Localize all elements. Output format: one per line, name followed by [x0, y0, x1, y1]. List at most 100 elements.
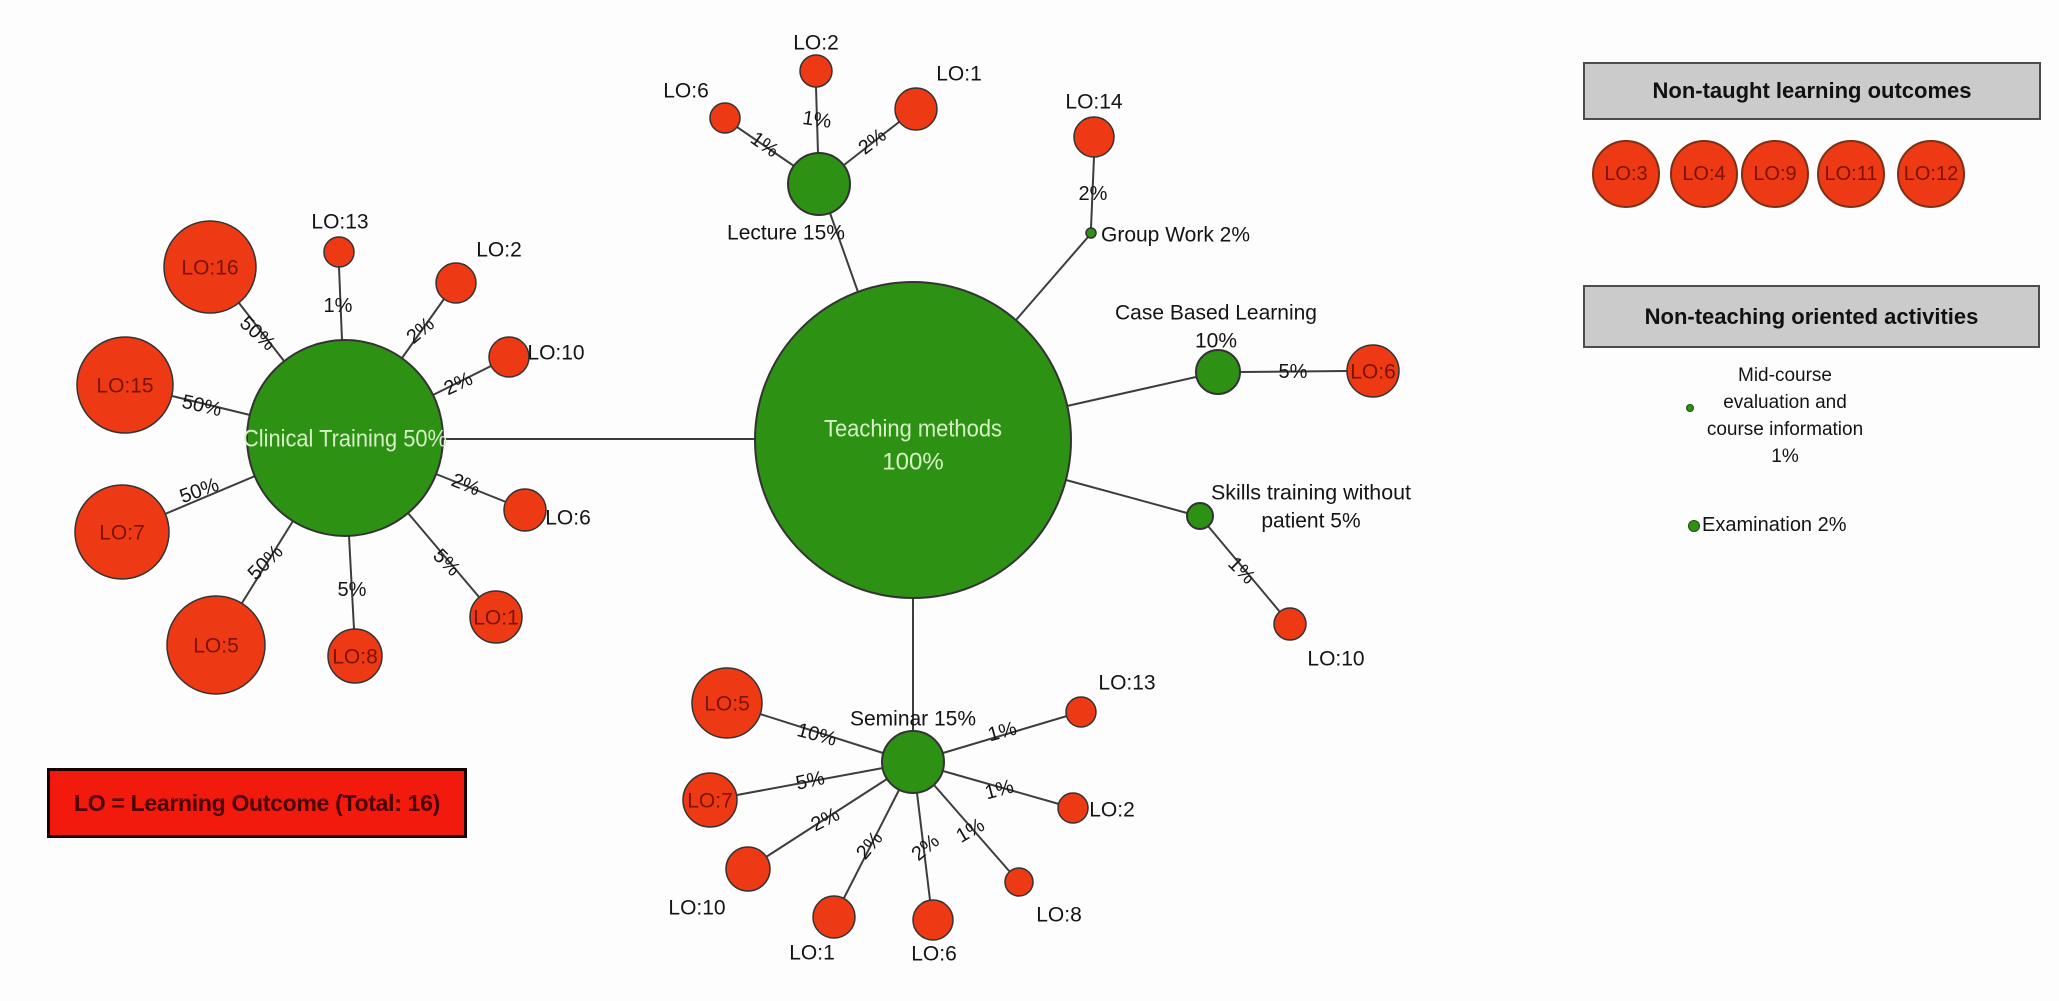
node-clinical [246, 339, 444, 537]
edge-label-clinical-lo2: 2% [403, 313, 439, 349]
edge-clinical-lo6 [435, 473, 507, 503]
examination-label: Examination 2% [1702, 514, 1847, 536]
node-clinical-lo6 [503, 488, 547, 532]
edge-seminar-lo7 [736, 767, 884, 796]
node-lecture-lo2 [799, 54, 833, 88]
node-clinical-lo7 [74, 484, 170, 580]
legend-non-taught-title: Non-taught learning outcomes [1652, 78, 1972, 103]
edge-clinical-lo10 [432, 365, 492, 396]
node-label-lecture-lo2: LO:2 [793, 31, 839, 54]
edge-label-seminar-lo13: 1% [985, 718, 1019, 747]
edge-label-seminar-lo10: 2% [808, 803, 844, 836]
mid-course-line: Mid-course [1738, 365, 1832, 386]
node-seminar-lo6 [912, 899, 954, 941]
edge-groupwork-lo14 [1090, 156, 1095, 229]
node-label-clinical-lo5: LO:5 [193, 634, 239, 657]
edge-lecture-lo1 [843, 121, 900, 166]
edge-label-clinical-lo16: 50% [235, 312, 280, 355]
edge-seminar-lo5 [759, 713, 884, 754]
node-groupwork [1085, 227, 1097, 239]
edge-label-lecture-lo1: 2% [854, 124, 890, 159]
node-label-clinical-lo15: LO:15 [96, 374, 153, 397]
legend-lo-circle-12: LO:12 [1897, 140, 1965, 208]
node-label-seminar-lo10: LO:10 [668, 896, 725, 919]
node-label-clinical-lo10: LO:10 [527, 341, 584, 364]
node-label-lecture-lo6: LO:6 [663, 79, 709, 102]
edge-casebased-lo6 [1239, 370, 1348, 373]
node-label-clinical-lo16: LO:16 [181, 256, 238, 279]
node-casebased [1195, 349, 1241, 395]
node-seminar-lo8 [1004, 867, 1034, 897]
node-groupwork-lo14 [1073, 116, 1115, 158]
node-label-clinical-lo2: LO:2 [476, 238, 522, 261]
edge-clinical-lo16 [238, 302, 285, 362]
node-lecture [787, 152, 851, 216]
edge-label-clinical-lo7: 50% [177, 474, 222, 508]
legend-lo-label: LO:3 [1604, 162, 1648, 185]
node-label-seminar-lo13: LO:13 [1098, 671, 1155, 694]
edge-teaching-groupwork [1015, 236, 1089, 321]
edge-seminar-lo10 [765, 778, 888, 858]
edge-clinical-lo13 [338, 266, 343, 341]
node-label-casebased-lo6: LO:6 [1350, 360, 1396, 383]
edge-teaching-skills [1065, 479, 1188, 514]
edge-clinical-lo7 [164, 475, 256, 515]
node-label-skills: patient 5% [1261, 509, 1360, 532]
node-seminar-lo13 [1065, 696, 1097, 728]
edge-label-clinical-lo6: 2% [448, 469, 483, 500]
node-label-clinical-lo7: LO:7 [99, 521, 145, 544]
node-label-seminar-lo6: LO:6 [911, 942, 957, 965]
node-seminar-lo10 [725, 846, 771, 892]
node-label-clinical-lo13: LO:13 [311, 210, 368, 233]
edge-skills-lo10 [1207, 525, 1281, 613]
node-clinical-lo13 [323, 236, 355, 268]
legend-non-taught-header: Non-taught learning outcomes [1583, 62, 2041, 120]
node-label-teaching: 100% [882, 448, 943, 475]
node-label-seminar-lo5: LO:5 [704, 692, 750, 715]
edge-label-lecture-lo6: 1% [746, 128, 782, 163]
legend-lo-circle-9: LO:9 [1741, 140, 1809, 208]
node-teaching [754, 281, 1072, 599]
node-skills-lo10 [1273, 607, 1307, 641]
legend-non-teaching-title: Non-teaching oriented activities [1644, 303, 1979, 329]
edge-seminar-lo1 [843, 789, 900, 899]
edge-clinical-lo8 [348, 535, 355, 630]
edge-label-casebased-lo6: 5% [1279, 361, 1308, 383]
node-label-seminar: Seminar 15% [850, 707, 976, 730]
node-clinical-lo10 [488, 336, 530, 378]
node-label-skills: Skills training without [1211, 481, 1411, 504]
node-clinical-lo16 [163, 220, 257, 314]
node-label-teaching: Teaching methods [824, 415, 1002, 442]
edge-label-clinical-lo8: 5% [338, 579, 367, 601]
edge-seminar-lo8 [933, 784, 1011, 873]
edge-label-clinical-lo13: 1% [324, 295, 353, 317]
node-label-clinical-lo8: LO:8 [332, 645, 378, 668]
node-seminar [881, 730, 945, 794]
node-clinical-lo15 [76, 336, 174, 434]
mid-course-line: 1% [1771, 446, 1799, 467]
node-label-casebased: Case Based Learning [1115, 301, 1317, 324]
node-label-groupwork: Group Work 2% [1101, 223, 1250, 246]
legend-lo-circle-4: LO:4 [1670, 140, 1738, 208]
node-clinical-lo1 [469, 590, 523, 644]
edge-label-skills-lo10: 1% [1223, 553, 1259, 589]
node-seminar-lo1 [812, 895, 856, 939]
node-label-seminar-lo7: LO:7 [687, 789, 733, 812]
node-seminar-lo2 [1057, 792, 1089, 824]
edge-lecture-lo2 [815, 86, 819, 154]
edge-teaching-lecture [829, 212, 859, 293]
node-label-seminar-lo2: LO:2 [1089, 798, 1135, 821]
node-label-skills-lo10: LO:10 [1307, 647, 1364, 670]
node-clinical-lo2 [435, 262, 477, 304]
node-label-lecture: Lecture 15% [727, 221, 845, 244]
legend-lo-label: LO:4 [1682, 162, 1726, 185]
edge-label-seminar-lo5: 10% [795, 719, 840, 751]
node-seminar-lo7 [682, 772, 738, 828]
legend-lo-label: LO:9 [1753, 162, 1797, 185]
node-label-seminar-lo1: LO:1 [789, 941, 835, 964]
edge-seminar-lo6 [916, 792, 931, 901]
legend-lo-circle-3: LO:3 [1592, 140, 1660, 208]
edge-seminar-lo2 [942, 770, 1060, 805]
